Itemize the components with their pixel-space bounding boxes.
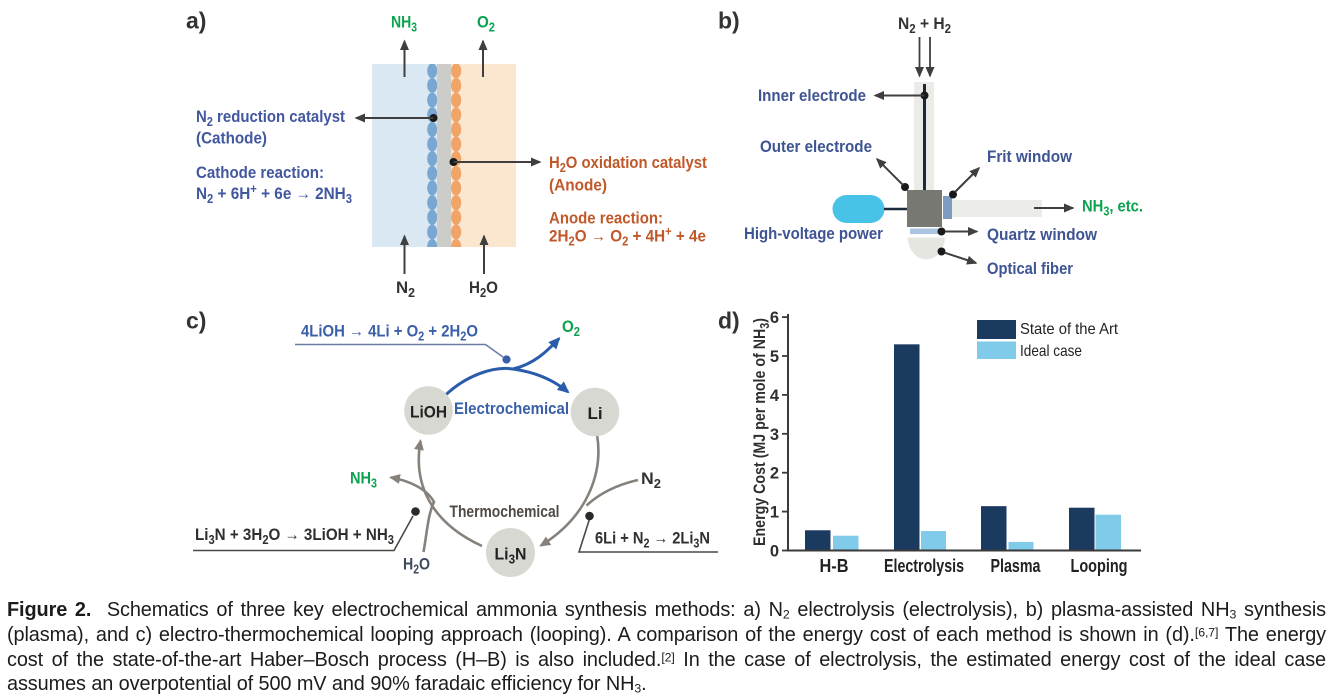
svg-text:State of the Art: State of the Art [1020, 321, 1119, 338]
svg-text:Ideal case: Ideal case [1020, 343, 1082, 360]
svg-text:d): d) [718, 308, 740, 334]
svg-text:4LiOH → 4Li + O2 + 2H2O: 4LiOH → 4Li + O2 + 2H2O [301, 322, 478, 344]
svg-text:Energy Cost (MJ per mole of NH: Energy Cost (MJ per mole of NH3) [751, 318, 772, 546]
svg-text:Li: Li [587, 404, 602, 423]
svg-text:b): b) [718, 8, 740, 34]
svg-text:LiOH: LiOH [410, 403, 447, 422]
svg-text:Optical fiber: Optical fiber [987, 259, 1073, 278]
svg-text:H2O: H2O [403, 555, 430, 577]
svg-text:N2 + 6H+ + 6e → 2NH3: N2 + 6H+ + 6e → 2NH3 [196, 182, 352, 206]
svg-text:Quartz window: Quartz window [987, 225, 1098, 244]
svg-text:Anode reaction:: Anode reaction: [549, 209, 663, 228]
svg-text:High-voltage power: High-voltage power [744, 224, 883, 243]
svg-text:(Anode): (Anode) [549, 176, 607, 195]
svg-text:4: 4 [770, 387, 780, 405]
svg-text:N2: N2 [396, 278, 415, 300]
svg-text:H-B: H-B [820, 556, 849, 576]
svg-text:N2 + H2: N2 + H2 [898, 14, 951, 36]
svg-text:2H2O → O2 + 4H+ + 4e: 2H2O → O2 + 4H+ + 4e [549, 225, 706, 249]
svg-text:a): a) [186, 8, 206, 34]
svg-text:O2: O2 [562, 317, 580, 339]
svg-text:1: 1 [770, 504, 779, 522]
svg-text:6Li + N2 → 2Li3N: 6Li + N2 → 2Li3N [595, 529, 710, 551]
svg-text:Inner electrode: Inner electrode [758, 86, 866, 105]
svg-text:Li3N + 3H2O → 3LiOH + NH3: Li3N + 3H2O → 3LiOH + NH3 [195, 525, 394, 547]
svg-text:2: 2 [770, 465, 779, 483]
svg-text:H2O: H2O [469, 278, 498, 300]
svg-text:Li3N: Li3N [495, 545, 527, 567]
svg-text:6: 6 [770, 309, 779, 327]
svg-text:Plasma: Plasma [991, 556, 1042, 576]
svg-text:NH3: NH3 [391, 13, 417, 35]
svg-text:N2 reduction catalyst: N2 reduction catalyst [196, 107, 345, 129]
svg-text:Looping: Looping [1071, 556, 1128, 576]
svg-text:H2O oxidation catalyst: H2O oxidation catalyst [549, 153, 707, 175]
svg-text:Frit window: Frit window [987, 147, 1073, 166]
svg-text:Thermochemical: Thermochemical [450, 502, 560, 521]
svg-text:5: 5 [770, 348, 779, 366]
svg-text:3: 3 [770, 426, 779, 444]
svg-text:(Cathode): (Cathode) [196, 129, 267, 148]
svg-text:NH3, etc.: NH3, etc. [1082, 197, 1143, 219]
svg-text:O2: O2 [477, 13, 495, 35]
svg-text:Electrochemical: Electrochemical [454, 399, 569, 418]
svg-text:c): c) [186, 308, 206, 334]
svg-text:Outer electrode: Outer electrode [760, 137, 872, 156]
svg-text:Cathode reaction:: Cathode reaction: [196, 163, 324, 182]
svg-text:Electrolysis: Electrolysis [884, 556, 964, 576]
svg-text:N2: N2 [641, 469, 661, 491]
svg-text:NH3: NH3 [350, 469, 377, 491]
svg-text:0: 0 [770, 543, 779, 561]
